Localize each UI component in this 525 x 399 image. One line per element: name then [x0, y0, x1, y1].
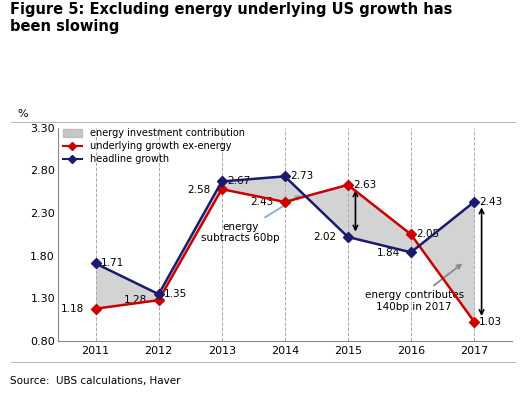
Text: energy
subtracts 60bp: energy subtracts 60bp: [202, 196, 300, 243]
Legend: energy investment contribution, underlying growth ex-energy, headline growth: energy investment contribution, underlyi…: [62, 128, 245, 164]
Text: 2.67: 2.67: [227, 176, 250, 186]
Text: 2.05: 2.05: [416, 229, 439, 239]
Text: %: %: [17, 109, 27, 119]
Text: 1.35: 1.35: [164, 289, 187, 299]
Text: 2.02: 2.02: [313, 232, 337, 242]
Text: 1.03: 1.03: [479, 316, 502, 326]
Text: 2.43: 2.43: [250, 197, 274, 207]
Text: energy contributes
140bp in 2017: energy contributes 140bp in 2017: [364, 265, 464, 312]
Text: 2.43: 2.43: [479, 197, 502, 207]
Text: 1.18: 1.18: [61, 304, 84, 314]
Text: 1.28: 1.28: [124, 295, 148, 305]
Text: 2.73: 2.73: [290, 171, 313, 182]
Text: 1.71: 1.71: [101, 259, 124, 269]
Text: 1.84: 1.84: [376, 248, 400, 258]
Text: Figure 5: Excluding energy underlying US growth has
been slowing: Figure 5: Excluding energy underlying US…: [10, 2, 453, 34]
Text: Source:  UBS calculations, Haver: Source: UBS calculations, Haver: [10, 376, 181, 386]
Text: 2.58: 2.58: [187, 185, 211, 195]
Text: 2.63: 2.63: [353, 180, 376, 190]
